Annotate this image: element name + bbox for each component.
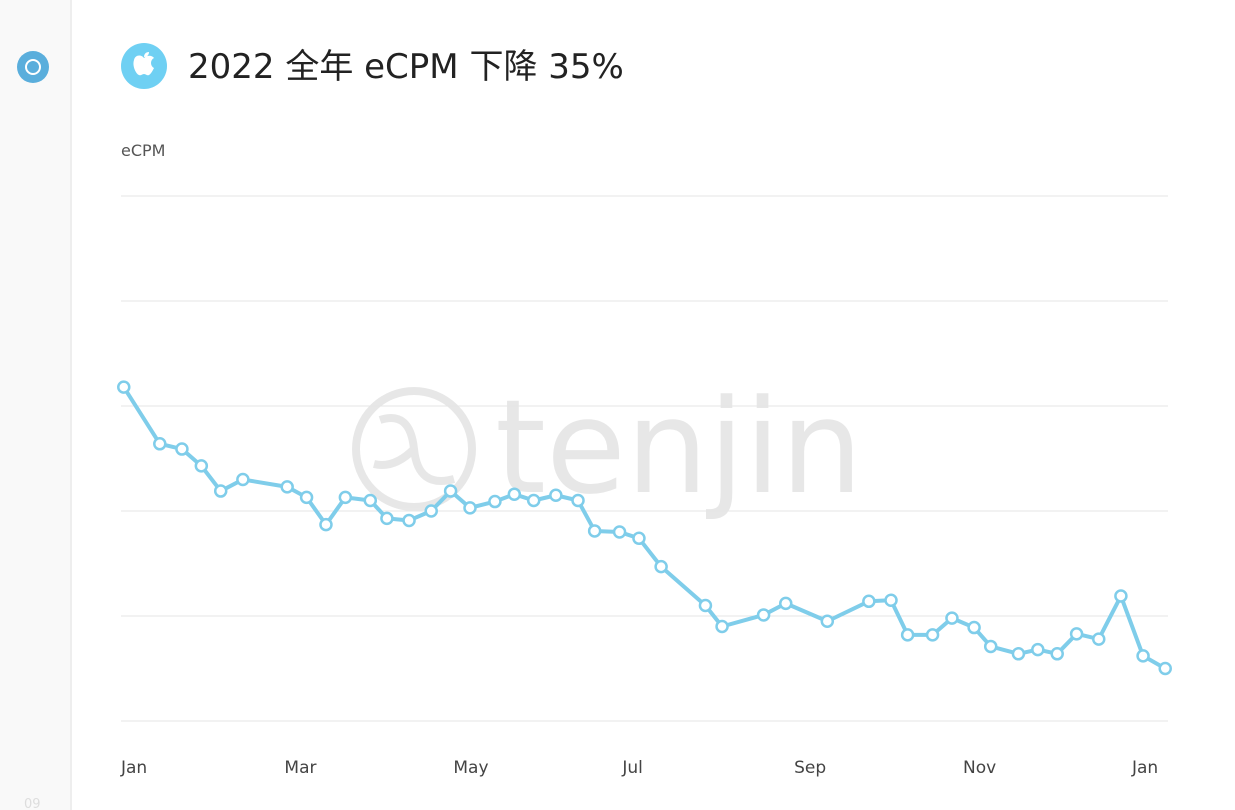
- point: [213, 484, 228, 498]
- point: [1011, 647, 1026, 661]
- point: [443, 484, 458, 498]
- x-tick-label: May: [453, 758, 488, 778]
- watermark: [352, 387, 476, 511]
- point: [756, 608, 771, 622]
- point: [1069, 627, 1084, 641]
- point: [236, 472, 250, 487]
- sidebar: [0, 0, 72, 810]
- point: [299, 490, 314, 505]
- point: [945, 611, 959, 625]
- point: [488, 494, 502, 509]
- y-axis-label: eCPM: [121, 141, 165, 160]
- point: [1031, 642, 1045, 657]
- point: [549, 488, 563, 502]
- point: [1158, 661, 1172, 676]
- point: [1136, 649, 1150, 663]
- point: [363, 493, 378, 508]
- point: [319, 517, 333, 532]
- point: [983, 639, 998, 654]
- point: [194, 459, 209, 473]
- point: [925, 628, 940, 642]
- point: [587, 524, 602, 538]
- x-tick-label: Sep: [794, 758, 826, 778]
- point: [380, 511, 394, 526]
- point: [507, 487, 522, 501]
- point: [715, 619, 729, 634]
- point: [571, 493, 585, 508]
- point: [338, 490, 353, 505]
- point: [1050, 647, 1064, 661]
- point: [526, 493, 541, 508]
- point: [1114, 589, 1128, 603]
- point: [463, 501, 477, 515]
- point: [779, 596, 793, 611]
- point: [820, 614, 835, 628]
- apple-icon: [121, 43, 167, 89]
- x-tick-label: Jul: [621, 758, 643, 778]
- point: [280, 480, 294, 494]
- watermark-text: tenjin: [495, 371, 863, 523]
- point: [654, 559, 668, 574]
- point: [153, 437, 167, 451]
- x-tick-label: Jan: [120, 758, 147, 778]
- chart-title: 2022 全年 eCPM 下降 35%: [188, 47, 624, 87]
- point: [884, 593, 898, 607]
- x-tick-label: Jan: [1131, 758, 1158, 778]
- point: [612, 525, 627, 539]
- point: [632, 531, 646, 546]
- x-tick-label: Mar: [284, 758, 316, 778]
- point: [424, 504, 438, 518]
- point: [967, 620, 981, 635]
- x-tick-label: Nov: [963, 758, 996, 778]
- point: [900, 628, 915, 642]
- point: [698, 598, 713, 613]
- point: [402, 513, 416, 528]
- point: [175, 442, 189, 456]
- sidebar-logo: [17, 51, 49, 83]
- point: [862, 594, 876, 609]
- point: [117, 380, 131, 394]
- point: [1092, 632, 1106, 646]
- sidebar-footer: 09: [24, 797, 41, 810]
